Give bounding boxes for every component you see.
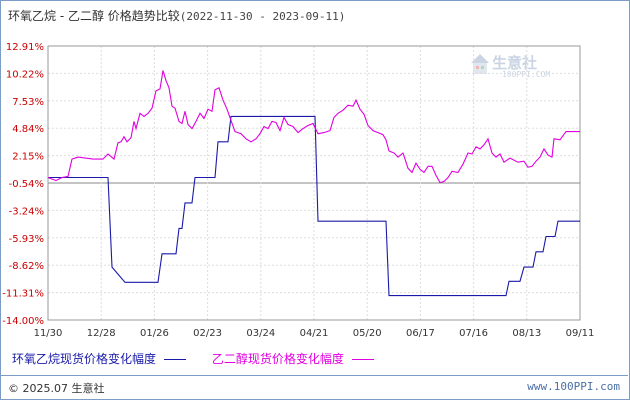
x-tick-label: 01/26 xyxy=(140,328,169,339)
legend-swatch-series1 xyxy=(164,359,187,360)
y-tick-label: -8.62% xyxy=(9,261,44,272)
watermark-house-icon xyxy=(471,54,489,74)
y-tick-label: -11.31% xyxy=(2,289,44,300)
y-tick-label: 10.22% xyxy=(6,69,44,80)
series-line-ethylene-glycol xyxy=(47,70,580,184)
y-tick-label: -14.00% xyxy=(2,316,44,327)
x-tick-label: 08/13 xyxy=(512,328,541,339)
y-tick-label: 4.84% xyxy=(12,124,44,135)
x-tick-label: 06/17 xyxy=(406,328,435,339)
y-tick-label: -5.93% xyxy=(9,234,44,245)
watermark: 生意社 100PPI.COM xyxy=(470,52,550,82)
x-tick-label: 02/23 xyxy=(193,328,222,339)
x-tick-label: 09/11 xyxy=(566,328,595,339)
y-tick-label: 7.53% xyxy=(12,97,44,108)
x-tick-label: 07/16 xyxy=(459,328,488,339)
y-tick-label: 2.15% xyxy=(12,152,44,163)
x-tick-label: 03/24 xyxy=(246,328,275,339)
date-range: (2022-11-30 - 2023-09-11) xyxy=(179,10,346,23)
watermark-url: 100PPI.COM xyxy=(502,70,551,79)
axes: 12.91% 10.22% 7.53% 4.84% 2.15% -0.54% -3.24% -… xyxy=(2,42,594,339)
grid xyxy=(47,45,581,321)
title-text: 环氧乙烷 - 乙二醇 价格趋势比较 xyxy=(8,9,180,23)
x-tick-label: 12/28 xyxy=(87,328,116,339)
plot-area-border xyxy=(47,45,581,321)
x-tick-label: 11/30 xyxy=(34,328,63,339)
legend-label-series2: 乙二醇现货价格变化幅度 xyxy=(211,352,344,366)
y-tick-label: -3.24% xyxy=(9,206,44,217)
legend-label-series1: 环氧乙烷现货价格变化幅度 xyxy=(12,352,157,366)
x-tick-label: 05/20 xyxy=(353,328,382,339)
footer: © 2025.07 生意社 www.100PPI.com xyxy=(0,375,628,398)
y-tick-label: -0.54% xyxy=(9,179,44,190)
series-line-ethylene-oxide xyxy=(48,115,580,297)
footer-copyright: © 2025.07 生意社 xyxy=(8,382,105,395)
footer-site-link[interactable]: www.100PPI.com xyxy=(527,380,620,393)
legend-item-series2: 乙二醇现货价格变化幅度 xyxy=(212,350,374,367)
series xyxy=(47,70,580,297)
legend: 环氧乙烷现货价格变化幅度 乙二醇现货价格变化幅度 xyxy=(12,350,396,367)
legend-swatch-series2 xyxy=(351,359,374,360)
chart-title: 环氧乙烷 - 乙二醇 价格趋势比较(2022-11-30 - 2023-09-1… xyxy=(8,7,345,24)
x-tick-label: 04/21 xyxy=(300,328,329,339)
legend-item-series1: 环氧乙烷现货价格变化幅度 xyxy=(12,350,187,367)
watermark-text: 生意社 xyxy=(492,54,538,72)
y-tick-label: 12.91% xyxy=(6,42,44,53)
